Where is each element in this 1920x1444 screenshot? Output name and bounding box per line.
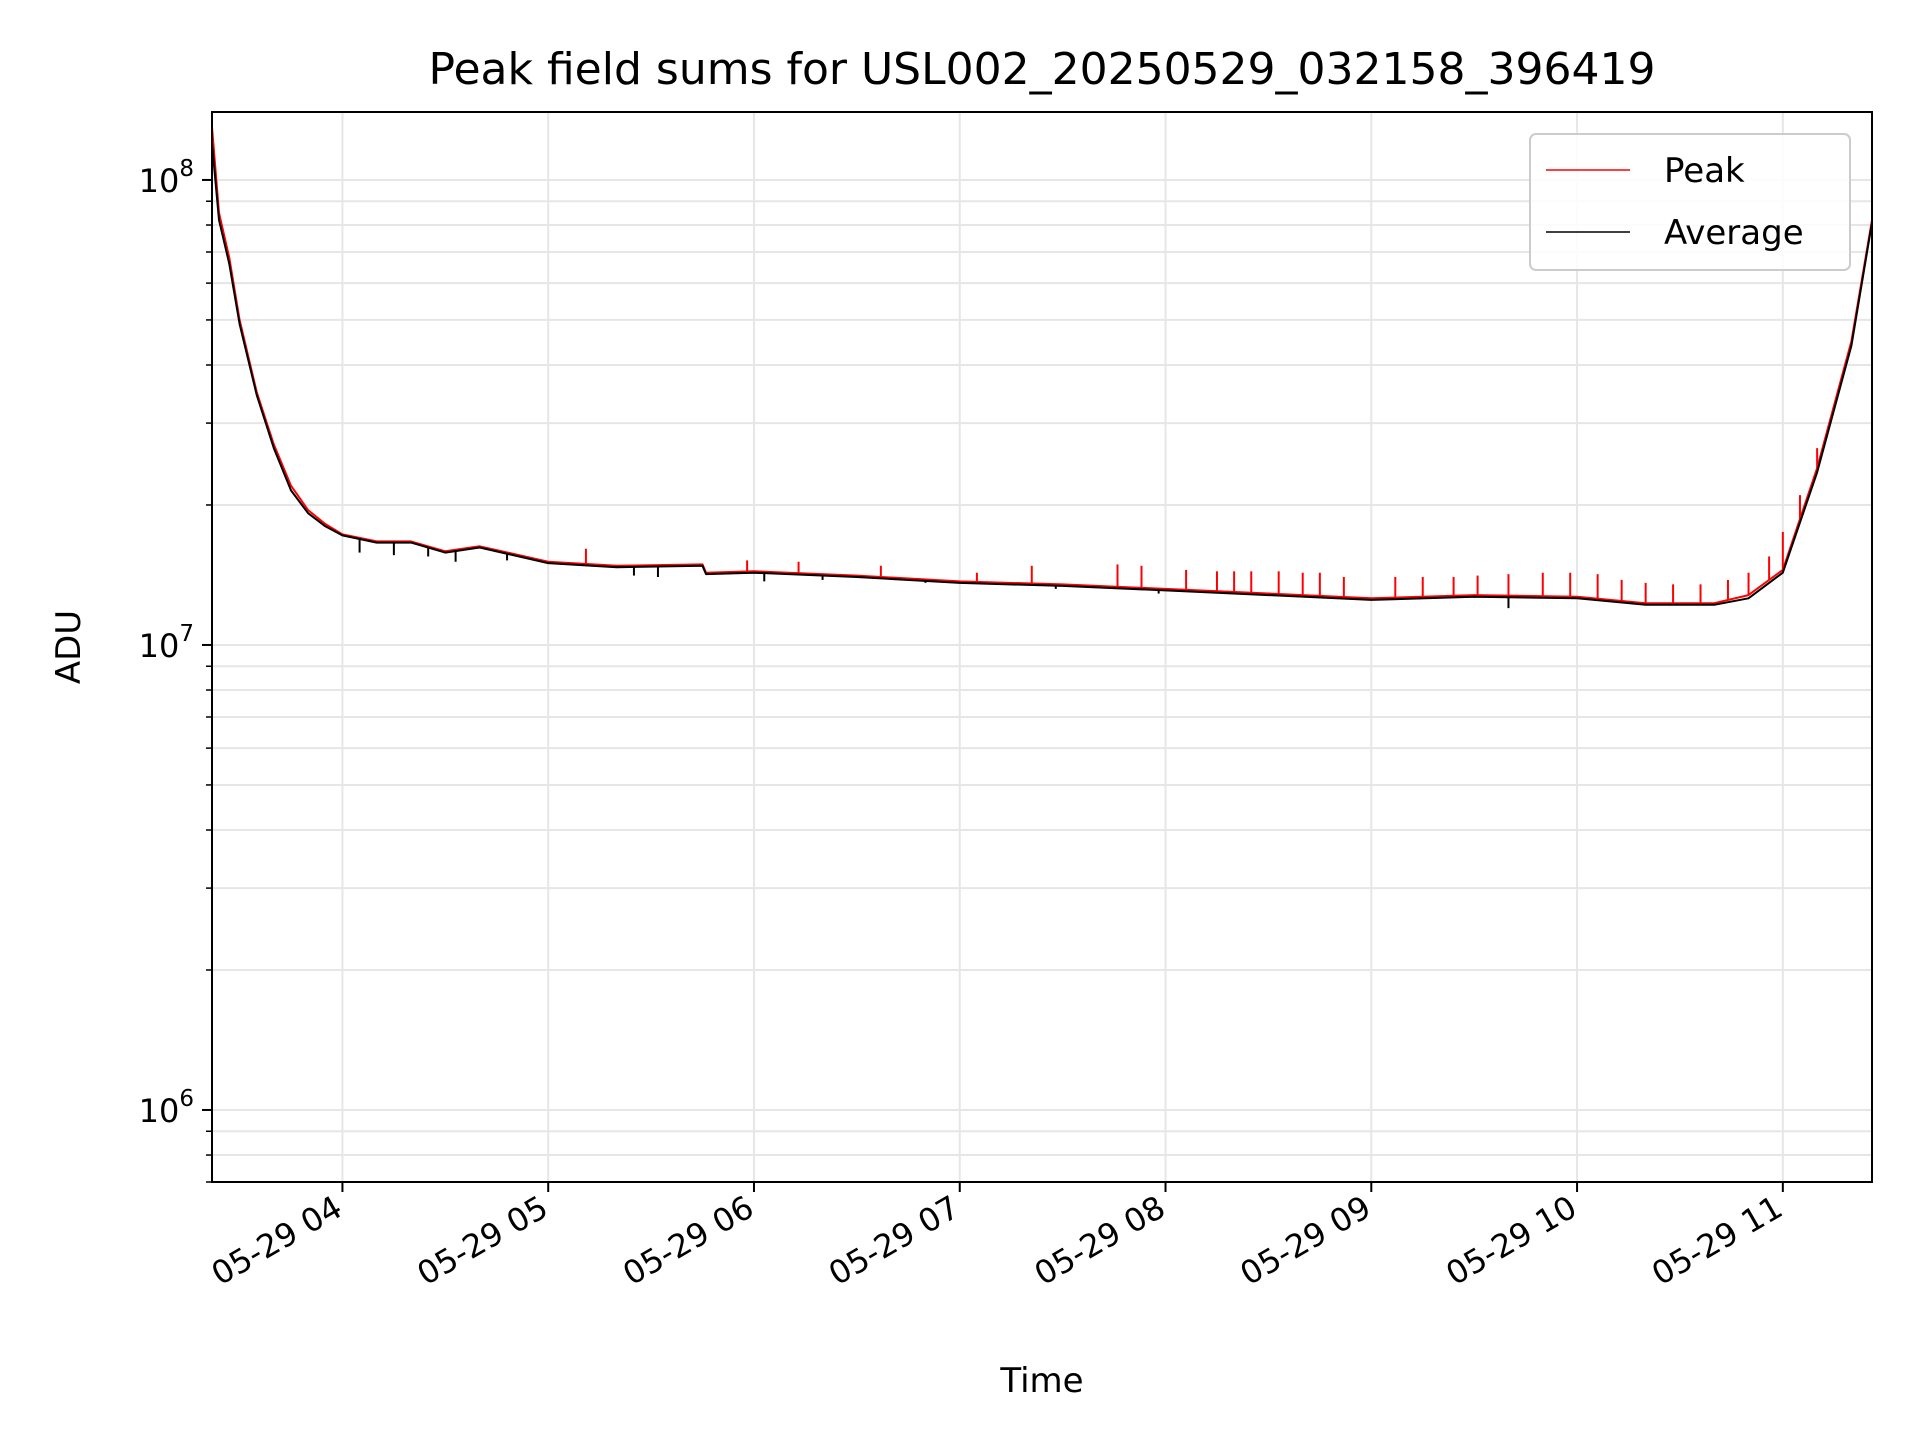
x-tick-label: 05-29 10 <box>1439 1188 1583 1293</box>
x-tick-label: 05-29 04 <box>205 1188 349 1293</box>
legend-label-average: Average <box>1664 213 1804 253</box>
legend-label-peak: Peak <box>1664 151 1745 191</box>
y-tick-label: 106 <box>139 1086 194 1130</box>
x-axis: 05-29 04 05-29 05 05-29 06 05-29 07 05-29 08… <box>205 1182 1789 1293</box>
legend: Peak Average <box>1529 133 1851 271</box>
x-tick-label: 05-29 07 <box>822 1188 966 1293</box>
x-tick-label: 05-29 08 <box>1028 1188 1172 1293</box>
legend-box <box>1529 133 1851 271</box>
y-tick-label: 108 <box>139 156 194 200</box>
x-axis-label: Time <box>999 1361 1083 1401</box>
y-axis-label: ADU <box>49 610 89 684</box>
average-series-line <box>211 143 1873 606</box>
x-tick-label: 05-29 06 <box>616 1188 760 1293</box>
series-lines <box>211 126 1873 609</box>
y-tick-label: 107 <box>139 621 194 665</box>
plot-frame <box>211 111 1873 1183</box>
chart-title: Peak field sums for USL002_20250529_0321… <box>429 44 1656 95</box>
x-tick-label: 05-29 11 <box>1645 1188 1789 1293</box>
x-tick-label: 05-29 05 <box>411 1188 555 1293</box>
grid-lines <box>212 112 1872 1183</box>
y-axis: 106 107 108 <box>139 156 212 1183</box>
x-tick-label: 05-29 09 <box>1234 1188 1378 1293</box>
